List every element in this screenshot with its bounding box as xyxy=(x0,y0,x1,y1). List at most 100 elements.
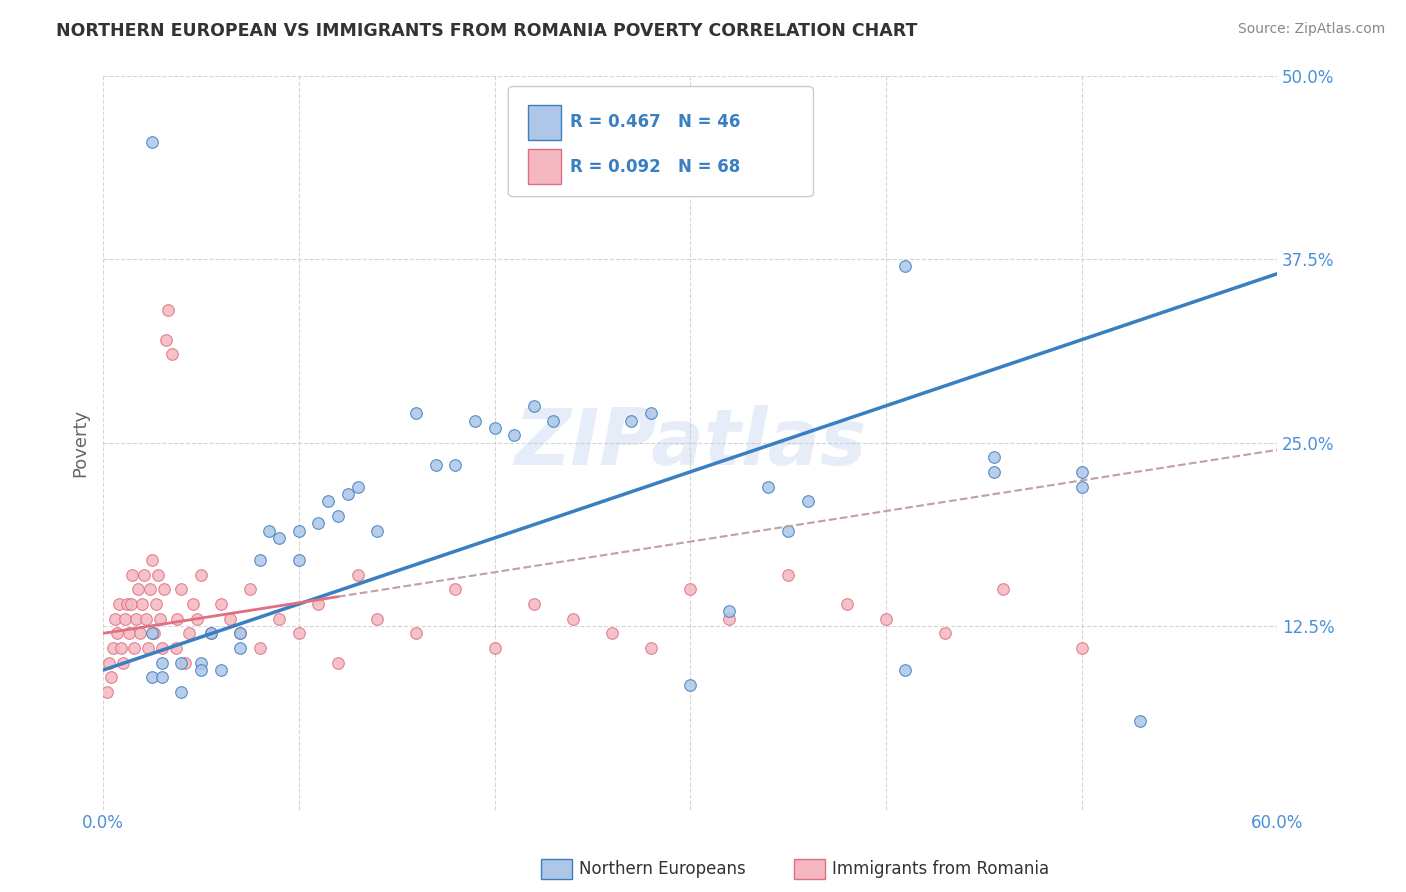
Point xyxy=(143,626,166,640)
Point xyxy=(718,604,741,618)
Point xyxy=(111,656,134,670)
Point xyxy=(620,413,643,427)
Point xyxy=(141,553,163,567)
Point xyxy=(170,582,193,597)
Point xyxy=(239,582,262,597)
Point xyxy=(129,626,152,640)
Point xyxy=(131,597,153,611)
Point xyxy=(366,524,388,538)
Point xyxy=(326,656,349,670)
Point xyxy=(190,663,212,677)
Point xyxy=(200,626,222,640)
Point xyxy=(127,582,149,597)
Point xyxy=(150,656,173,670)
Point xyxy=(100,670,122,684)
Point xyxy=(259,524,281,538)
Text: Immigrants from Romania: Immigrants from Romania xyxy=(832,860,1049,878)
Point xyxy=(150,670,173,684)
Point xyxy=(484,641,506,656)
Point xyxy=(336,487,359,501)
Point xyxy=(146,567,169,582)
Point xyxy=(425,458,447,472)
Point xyxy=(156,303,179,318)
Point xyxy=(523,399,546,413)
Point xyxy=(405,406,427,420)
Point xyxy=(1070,479,1092,493)
Point xyxy=(155,333,177,347)
Point xyxy=(120,597,142,611)
Point xyxy=(190,567,212,582)
Point xyxy=(464,413,486,427)
Point xyxy=(288,626,311,640)
Point xyxy=(107,597,129,611)
Point xyxy=(875,612,897,626)
Point xyxy=(229,626,252,640)
Point xyxy=(249,553,271,567)
Point xyxy=(141,670,163,684)
Point xyxy=(835,597,858,611)
Point xyxy=(125,612,148,626)
Point xyxy=(115,597,138,611)
Point xyxy=(484,421,506,435)
Point xyxy=(139,582,162,597)
Point xyxy=(718,612,741,626)
Point xyxy=(983,450,1005,465)
Point xyxy=(307,597,329,611)
Point xyxy=(114,612,136,626)
Point xyxy=(796,494,818,508)
Point xyxy=(269,531,291,545)
Point xyxy=(934,626,956,640)
Bar xyxy=(529,149,561,184)
Point xyxy=(503,428,526,442)
Point xyxy=(600,626,623,640)
Point xyxy=(541,413,564,427)
Text: R = 0.467   N = 46: R = 0.467 N = 46 xyxy=(571,113,741,131)
Point xyxy=(776,524,799,538)
Point xyxy=(326,508,349,523)
Point xyxy=(165,641,187,656)
Point xyxy=(561,612,583,626)
Point xyxy=(174,656,197,670)
FancyBboxPatch shape xyxy=(508,87,814,196)
Point xyxy=(993,582,1015,597)
Point xyxy=(98,656,121,670)
Point xyxy=(190,656,212,670)
Text: Source: ZipAtlas.com: Source: ZipAtlas.com xyxy=(1237,22,1385,37)
Point xyxy=(96,685,118,699)
Text: ZIPatlas: ZIPatlas xyxy=(515,405,866,481)
Point xyxy=(136,641,159,656)
Point xyxy=(135,612,157,626)
Point xyxy=(523,597,546,611)
Bar xyxy=(529,105,561,140)
Point xyxy=(141,135,163,149)
Y-axis label: Poverty: Poverty xyxy=(72,409,89,476)
Point xyxy=(150,641,173,656)
Point xyxy=(186,612,208,626)
Point xyxy=(110,641,132,656)
Point xyxy=(209,663,232,677)
Point xyxy=(124,641,146,656)
Text: Northern Europeans: Northern Europeans xyxy=(579,860,747,878)
Point xyxy=(101,641,124,656)
Point xyxy=(346,567,368,582)
Point xyxy=(679,582,702,597)
Point xyxy=(640,641,662,656)
Point xyxy=(1070,465,1092,479)
Point xyxy=(170,656,193,670)
Point xyxy=(894,260,917,274)
Point xyxy=(152,582,174,597)
Point xyxy=(145,597,167,611)
Point xyxy=(229,626,252,640)
Point xyxy=(149,612,172,626)
Point xyxy=(134,567,156,582)
Point xyxy=(758,479,780,493)
Point xyxy=(776,567,799,582)
Point xyxy=(105,626,128,640)
Point xyxy=(316,494,339,508)
Point xyxy=(200,626,222,640)
Point xyxy=(121,567,143,582)
Point xyxy=(249,641,271,656)
Text: R = 0.092   N = 68: R = 0.092 N = 68 xyxy=(571,158,741,176)
Point xyxy=(181,597,204,611)
Point xyxy=(1070,641,1092,656)
